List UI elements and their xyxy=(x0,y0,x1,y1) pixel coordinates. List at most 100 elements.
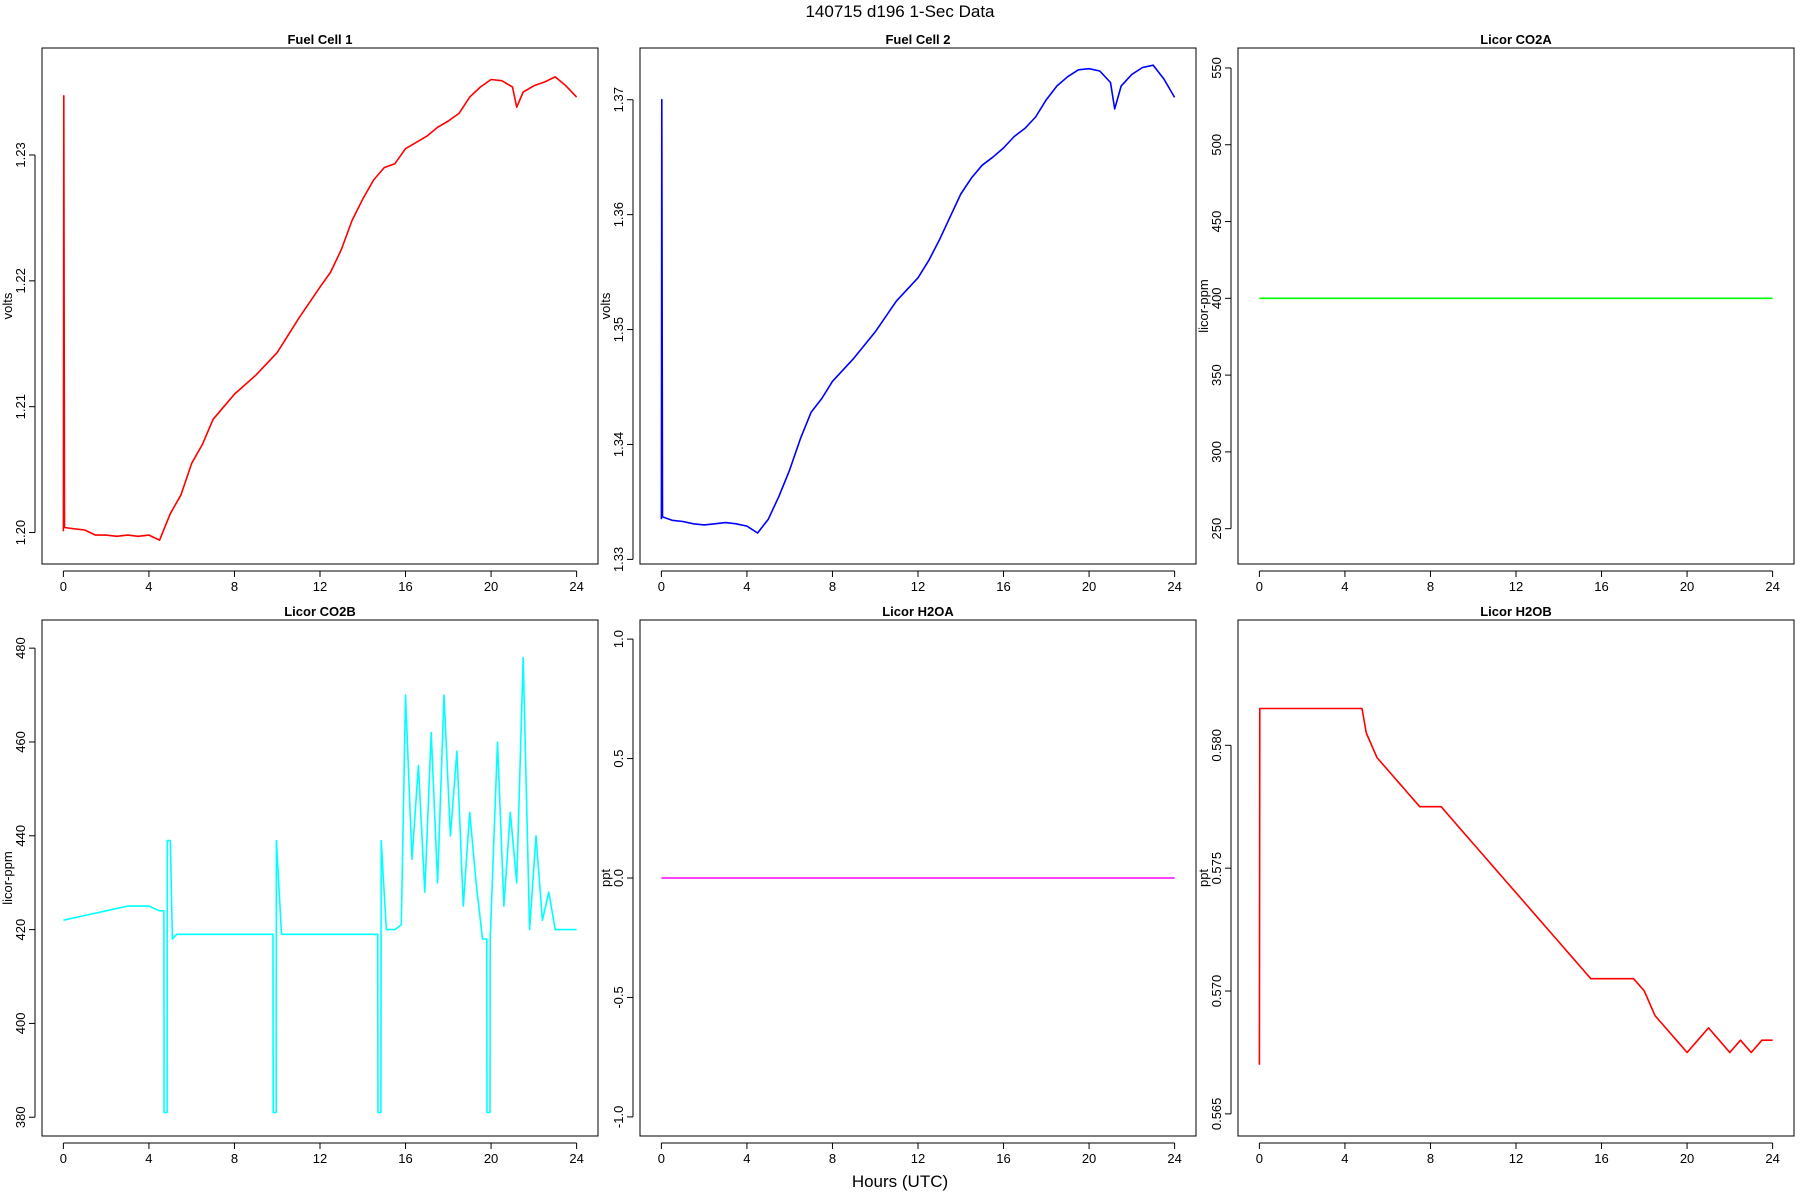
x-tick-label: 24 xyxy=(569,579,583,594)
x-tick-label: 12 xyxy=(1509,579,1523,594)
y-tick-label: 0.0 xyxy=(611,869,626,887)
x-tick-label: 0 xyxy=(60,1151,67,1166)
x-tick-label: 4 xyxy=(1341,579,1348,594)
x-axis-label: Hours (UTC) xyxy=(851,1172,949,1191)
panel-1: Fuel Cell 1 volts 0 4 8 12 16 20 24 1.20 1.21 1.22 1… xyxy=(0,32,599,594)
y-tick-label: 420 xyxy=(13,919,28,941)
panel-title: Licor CO2B xyxy=(284,604,356,619)
x-tick-label: 8 xyxy=(231,1151,238,1166)
x-tick-label: 20 xyxy=(484,1151,498,1166)
y-tick-label: 1.37 xyxy=(611,87,626,112)
x-tick-label: 12 xyxy=(911,1151,925,1166)
plot-frame xyxy=(41,619,599,1137)
y-axis-label: volts xyxy=(0,292,15,319)
y-tick-label: 1.36 xyxy=(611,202,626,227)
x-tick-label: 4 xyxy=(743,1151,750,1166)
x-tick-label: 20 xyxy=(484,579,498,594)
x-tick-label: 12 xyxy=(313,579,327,594)
plot-frame xyxy=(639,619,1197,1137)
y-tick-label: 1.33 xyxy=(611,547,626,572)
y-tick-label: 1.23 xyxy=(13,142,28,167)
y-tick-label: 1.21 xyxy=(13,394,28,419)
x-tick-label: 24 xyxy=(569,1151,583,1166)
x-tick-label: 8 xyxy=(1427,579,1434,594)
x-tick-label: 4 xyxy=(145,579,152,594)
y-tick-label: 1.22 xyxy=(13,268,28,293)
y-tick-label: -1.0 xyxy=(611,1106,626,1128)
y-tick-label: 400 xyxy=(13,1013,28,1035)
x-tick-label: 20 xyxy=(1680,579,1694,594)
plot-frame xyxy=(1237,47,1795,565)
x-tick-label: 8 xyxy=(829,1151,836,1166)
x-tick-label: 4 xyxy=(145,1151,152,1166)
x-tick-label: 24 xyxy=(1765,579,1779,594)
series-line xyxy=(63,656,577,1114)
x-tick-label: 4 xyxy=(743,579,750,594)
y-axis-label: ppt xyxy=(598,869,613,887)
y-tick-label: 1.34 xyxy=(611,432,626,457)
y-tick-label: 0.570 xyxy=(1209,975,1224,1008)
x-tick-label: 0 xyxy=(1256,579,1263,594)
y-tick-label: 380 xyxy=(13,1106,28,1128)
x-tick-label: 16 xyxy=(996,1151,1010,1166)
y-tick-label: 300 xyxy=(1209,441,1224,463)
series-line xyxy=(660,64,1176,534)
y-tick-label: 0.575 xyxy=(1209,852,1224,885)
y-tick-label: 0.5 xyxy=(611,750,626,768)
y-axis-label: licor-ppm xyxy=(1196,279,1211,332)
panel-title: Licor H2OB xyxy=(1480,604,1552,619)
plot-frame xyxy=(41,47,599,565)
panel-3: Licor CO2A licor-ppm 0 4 8 12 16 20 24 250 300 350 4… xyxy=(1196,32,1795,594)
series-line xyxy=(1258,707,1773,1065)
y-tick-label: 460 xyxy=(13,731,28,753)
panel-5: Licor H2OA ppt 0 4 8 12 16 20 24 -1.0 -0.5 0.0 0.5 1.… xyxy=(598,604,1197,1166)
x-tick-label: 4 xyxy=(1341,1151,1348,1166)
x-tick-label: 8 xyxy=(231,579,238,594)
x-tick-label: 16 xyxy=(1594,579,1608,594)
x-tick-label: 12 xyxy=(1509,1151,1523,1166)
y-tick-label: -0.5 xyxy=(611,986,626,1008)
x-tick-label: 0 xyxy=(658,579,665,594)
x-tick-label: 24 xyxy=(1167,1151,1181,1166)
x-tick-label: 0 xyxy=(60,579,67,594)
y-tick-label: 500 xyxy=(1209,134,1224,156)
panel-title: Fuel Cell 2 xyxy=(885,32,950,47)
y-tick-label: 1.20 xyxy=(13,520,28,545)
x-tick-label: 24 xyxy=(1765,1151,1779,1166)
panel-title: Licor CO2A xyxy=(1480,32,1552,47)
y-tick-label: 0.580 xyxy=(1209,729,1224,762)
y-tick-label: 550 xyxy=(1209,57,1224,79)
plot-frame xyxy=(1237,619,1795,1137)
y-tick-label: 440 xyxy=(13,825,28,847)
y-tick-label: 250 xyxy=(1209,518,1224,540)
x-tick-label: 16 xyxy=(398,1151,412,1166)
panel-4: Licor CO2B licor-ppm 0 4 8 12 16 20 24 380 400 420 4… xyxy=(0,604,599,1166)
x-tick-label: 0 xyxy=(658,1151,665,1166)
x-tick-label: 12 xyxy=(313,1151,327,1166)
x-tick-label: 16 xyxy=(996,579,1010,594)
y-tick-label: 450 xyxy=(1209,211,1224,233)
x-tick-label: 8 xyxy=(829,579,836,594)
y-tick-label: 1.0 xyxy=(611,630,626,648)
x-tick-label: 20 xyxy=(1082,1151,1096,1166)
x-tick-label: 8 xyxy=(1427,1151,1434,1166)
series-line xyxy=(62,76,578,541)
y-tick-label: 350 xyxy=(1209,364,1224,386)
panel-6: Licor H2OB ppt 0 4 8 12 16 20 24 0.565 0.570 0.575 0… xyxy=(1196,604,1795,1166)
y-axis-label: volts xyxy=(598,292,613,319)
y-tick-label: 0.565 xyxy=(1209,1098,1224,1131)
y-axis-label: licor-ppm xyxy=(0,851,15,904)
y-axis-label: ppt xyxy=(1196,869,1211,887)
x-tick-label: 0 xyxy=(1256,1151,1263,1166)
x-tick-label: 12 xyxy=(911,579,925,594)
plot-frame xyxy=(639,47,1197,565)
y-tick-label: 480 xyxy=(13,637,28,659)
x-tick-label: 16 xyxy=(398,579,412,594)
panel-2: Fuel Cell 2 volts 0 4 8 12 16 20 24 1.33 1.34 1.35 1… xyxy=(598,32,1197,594)
x-tick-label: 20 xyxy=(1082,579,1096,594)
y-tick-label: 1.35 xyxy=(611,317,626,342)
x-tick-label: 16 xyxy=(1594,1151,1608,1166)
figure-title: 140715 d196 1-Sec Data xyxy=(805,2,995,21)
